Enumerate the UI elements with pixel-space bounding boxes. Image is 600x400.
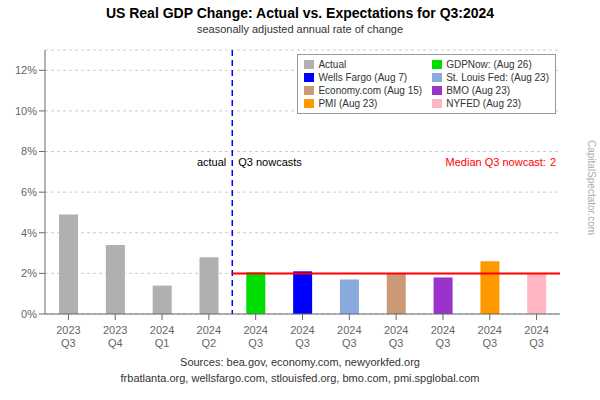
svg-text:2024Q1: 2024Q1 [150, 324, 174, 349]
svg-text:8%: 8% [21, 145, 37, 157]
svg-text:6%: 6% [21, 186, 37, 198]
html-text:PMI (Aug 23): PMI (Aug 23) [318, 98, 378, 109]
svg-text:4%: 4% [21, 227, 37, 239]
svg-text:actual: actual [197, 156, 226, 168]
svg-text:2024Q3: 2024Q3 [243, 324, 267, 349]
html-text:US Real GDP Change: Actual vs.: US Real GDP Change: Actual vs. Expectati… [105, 5, 495, 21]
svg-text:10%: 10% [15, 105, 37, 117]
svg-text:12%: 12% [15, 64, 37, 76]
svg-text:Q3 nowcasts: Q3 nowcasts [238, 156, 302, 168]
svg-text:2024Q3: 2024Q3 [431, 324, 455, 349]
svg-text:Median Q3 nowcast:2: Median Q3 nowcast:2 [446, 156, 556, 168]
svg-text:2024Q3: 2024Q3 [478, 324, 502, 349]
svg-text:2024Q3: 2024Q3 [337, 324, 361, 349]
svg-text:0%: 0% [21, 308, 37, 320]
html-text:frbatlanta.org, wellsfargo.com: frbatlanta.org, wellsfargo.com, stlouisf… [120, 372, 480, 384]
html-text:NYFED (Aug 23): NYFED (Aug 23) [446, 98, 522, 109]
html-text:Wells Fargo (Aug 7): Wells Fargo (Aug 7) [318, 72, 408, 83]
svg-text:2024Q3: 2024Q3 [384, 324, 408, 349]
html-text:seasonally adjusted annual rat: seasonally adjusted annual rate of chang… [196, 23, 403, 35]
html-text:BMO (Aug 23): BMO (Aug 23) [446, 85, 511, 96]
html-text:Sources: bea.gov, economy.com,: Sources: bea.gov, economy.com, newyorkfe… [180, 356, 420, 368]
html-text:St. Louis Fed: (Aug 23): St. Louis Fed: (Aug 23) [446, 72, 549, 83]
svg-text:2023Q4: 2023Q4 [103, 324, 127, 349]
svg-text:2024Q3: 2024Q3 [524, 324, 548, 349]
html-text:CapitalSpectator.com: CapitalSpectator.com [586, 140, 597, 236]
html-text:Actual: Actual [318, 59, 347, 70]
html-text:GDPNow: (Aug 26): GDPNow: (Aug 26) [446, 59, 532, 70]
html-text:Economy.com (Aug 15): Economy.com (Aug 15) [318, 85, 423, 96]
svg-text:2%: 2% [21, 267, 37, 279]
svg-text:2023Q3: 2023Q3 [56, 324, 80, 349]
svg-text:2024Q3: 2024Q3 [290, 324, 314, 349]
svg-text:2024Q2: 2024Q2 [197, 324, 221, 349]
